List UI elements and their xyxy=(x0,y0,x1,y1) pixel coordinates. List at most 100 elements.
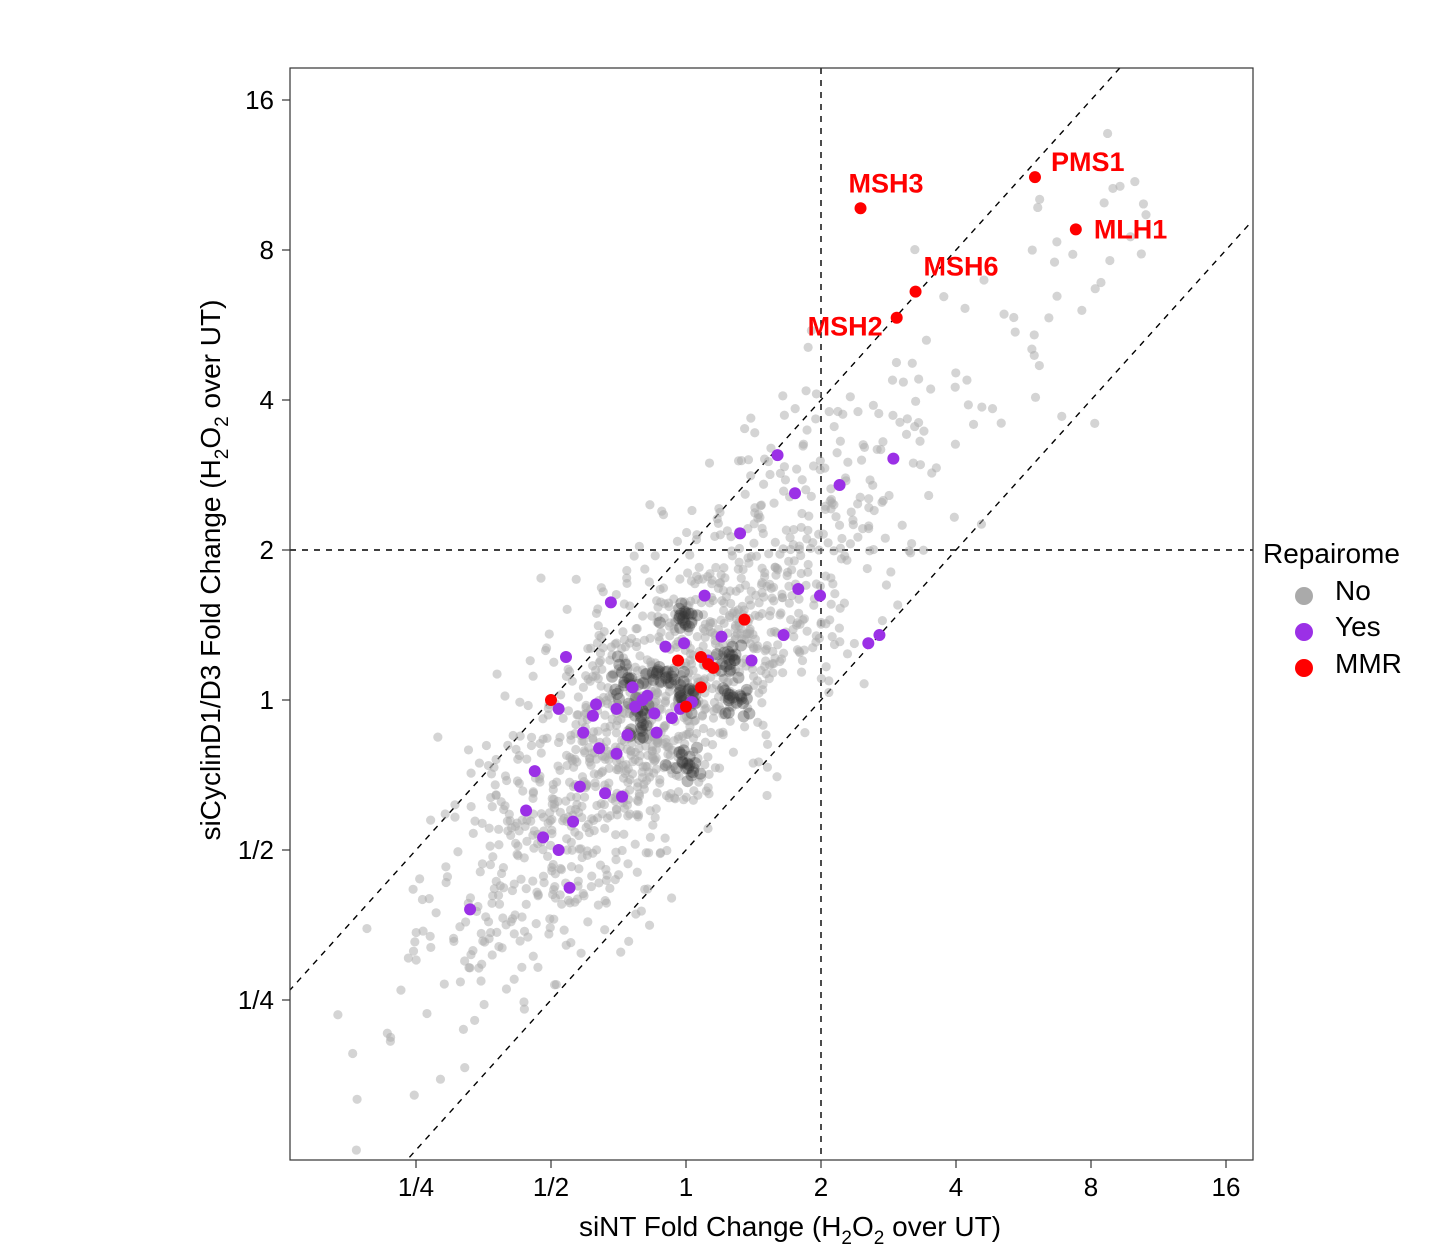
point-no xyxy=(803,567,813,577)
point-no xyxy=(487,950,497,960)
point-no xyxy=(718,586,729,596)
point-no xyxy=(396,985,406,995)
point-no xyxy=(765,469,775,480)
point-no xyxy=(775,656,785,667)
legend-label-no: No xyxy=(1335,575,1371,606)
point-no xyxy=(816,673,826,684)
point-yes xyxy=(771,449,784,462)
point-no xyxy=(552,777,562,787)
point-no xyxy=(475,867,485,877)
point-yes xyxy=(777,629,790,642)
point-no xyxy=(682,527,692,538)
point-no xyxy=(476,976,486,986)
point-no xyxy=(441,862,451,872)
point-no xyxy=(727,702,737,712)
point-no xyxy=(599,799,609,810)
point-no xyxy=(673,691,683,702)
point-no xyxy=(565,752,575,763)
point-no xyxy=(455,922,465,932)
point-no-dense xyxy=(674,690,687,703)
point-no xyxy=(891,357,902,368)
point-no xyxy=(611,589,621,600)
point-no xyxy=(535,739,545,749)
y-axis-title: siCyclinD1/D3 Fold Change (H2O2 over UT) xyxy=(195,300,233,841)
point-no xyxy=(561,796,571,806)
point-no xyxy=(806,325,816,336)
point-no xyxy=(1027,245,1037,255)
point-no xyxy=(703,752,713,762)
point-no xyxy=(433,732,443,742)
point-no xyxy=(689,762,699,772)
point-no xyxy=(487,898,497,908)
point-no xyxy=(727,551,737,561)
point-no xyxy=(762,790,772,801)
point-no xyxy=(507,885,518,896)
point-no xyxy=(655,848,665,859)
point-no xyxy=(725,716,735,726)
legend-key-mmr xyxy=(1295,659,1313,677)
point-no xyxy=(593,900,603,910)
point-yes xyxy=(464,903,477,916)
point-no xyxy=(911,396,921,406)
point-no xyxy=(880,533,890,543)
point-no xyxy=(632,623,642,634)
point-no xyxy=(630,839,640,849)
point-no xyxy=(450,812,460,822)
point-no xyxy=(701,703,711,713)
point-no-dense xyxy=(678,605,691,618)
point-no xyxy=(528,876,538,886)
point-no xyxy=(803,342,813,352)
point-no xyxy=(748,758,758,768)
point-no xyxy=(769,498,779,508)
point-no xyxy=(1130,176,1140,187)
point-no xyxy=(619,803,630,813)
point-no xyxy=(778,391,788,401)
point-no xyxy=(558,816,568,826)
point-no xyxy=(494,941,504,952)
point-no xyxy=(744,558,754,568)
point-no xyxy=(797,655,808,666)
point-no xyxy=(691,728,702,739)
point-no-dense xyxy=(667,665,680,678)
point-no-dense xyxy=(723,648,736,661)
point-no xyxy=(698,641,708,651)
point-no xyxy=(479,999,489,1010)
point-no-dense xyxy=(634,715,647,728)
point-no xyxy=(667,768,677,778)
point-no xyxy=(592,800,602,811)
x-axis: 1/4 1/2 1 2 4 8 16 xyxy=(398,1160,1240,1202)
point-no xyxy=(547,829,557,839)
point-no xyxy=(601,875,611,885)
point-no xyxy=(526,732,537,742)
point-no xyxy=(692,632,702,642)
point-yes xyxy=(650,726,663,739)
point-no xyxy=(536,748,546,758)
point-no xyxy=(926,384,936,394)
point-no xyxy=(455,977,466,987)
point-no xyxy=(698,723,709,734)
point-yes xyxy=(616,790,629,803)
point-no xyxy=(694,777,704,787)
point-no xyxy=(910,244,920,255)
point-no xyxy=(823,538,833,548)
point-no xyxy=(878,437,888,447)
point-no xyxy=(678,683,688,694)
point-no xyxy=(470,816,480,826)
point-no xyxy=(658,583,669,593)
point-yes xyxy=(734,527,747,540)
point-yes xyxy=(887,452,900,465)
point-no xyxy=(766,443,776,453)
point-no xyxy=(763,456,773,467)
point-no xyxy=(694,562,704,572)
point-yes xyxy=(537,831,550,844)
point-no xyxy=(623,811,633,821)
point-no-dense xyxy=(674,679,687,692)
point-no-dense xyxy=(639,708,652,721)
legend-label-yes: Yes xyxy=(1335,611,1381,642)
point-no xyxy=(775,610,785,620)
point-no xyxy=(562,604,572,614)
point-no xyxy=(693,753,703,763)
point-yes xyxy=(590,698,603,711)
point-no xyxy=(545,922,555,933)
point-no xyxy=(698,623,708,634)
